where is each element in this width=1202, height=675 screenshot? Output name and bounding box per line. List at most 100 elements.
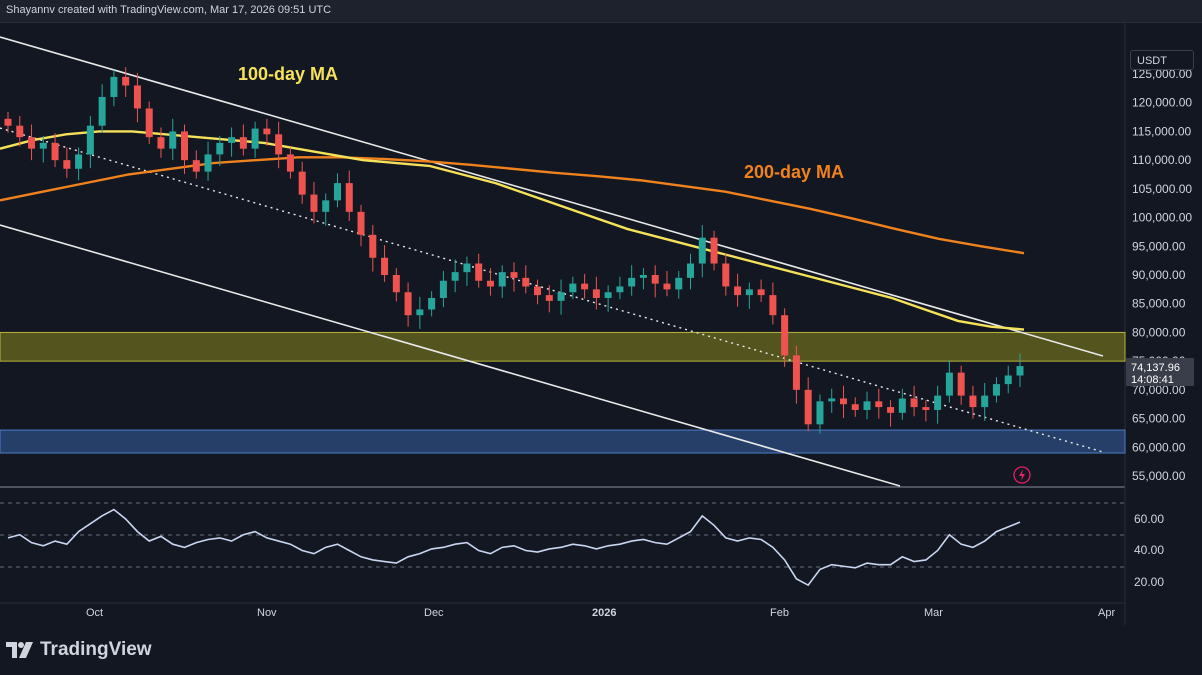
candle-bullish[interactable] [39,142,47,149]
candle-bearish[interactable] [510,272,518,278]
candle-bearish[interactable] [381,257,389,275]
candle-bearish[interactable] [887,407,895,413]
rsi-line[interactable] [7,508,1021,587]
candle-bullish[interactable] [945,372,953,396]
candle-bullish[interactable] [934,395,942,410]
candle-bullish[interactable] [687,263,695,278]
candle-bearish[interactable] [475,263,483,281]
candle-bearish[interactable] [122,76,130,86]
candle-bearish[interactable] [792,355,800,390]
candle-bearish[interactable] [522,277,530,287]
candle-bullish[interactable] [86,125,94,155]
candle-bullish[interactable] [228,137,236,143]
candle-bullish[interactable] [204,154,212,172]
price-axis[interactable]: 125,000.00 120,000.00 115,000.00 110,000.00… [1132,67,1192,483]
candle-bearish[interactable] [16,125,24,138]
candle-bullish[interactable] [992,384,1000,396]
candle-bearish[interactable] [392,275,400,293]
candle-bearish[interactable] [239,137,247,149]
candle-bullish[interactable] [745,289,753,296]
candle-bearish[interactable] [545,295,553,301]
candle-bullish[interactable] [416,309,424,316]
demand-zone[interactable] [0,429,1126,454]
candle-bearish[interactable] [263,128,271,135]
candle-bearish[interactable] [63,160,71,169]
candle-bearish[interactable] [663,283,671,290]
candle-bearish[interactable] [757,289,765,296]
candle-bullish[interactable] [463,263,471,273]
candle-bearish[interactable] [781,315,789,356]
candle-bearish[interactable] [133,85,141,109]
candle-bullish[interactable] [616,286,624,293]
candle-bearish[interactable] [275,134,283,155]
candle-bullish[interactable] [251,128,259,149]
candle-bearish[interactable] [875,401,883,408]
candle-bullish[interactable] [698,237,706,264]
candle-bearish[interactable] [839,398,847,405]
candle-bearish[interactable] [145,108,153,138]
candle-bullish[interactable] [557,292,565,301]
candle-bullish[interactable] [639,275,647,278]
candle-bearish[interactable] [181,131,189,161]
candle-bearish[interactable] [592,289,600,298]
candle-bearish[interactable] [734,286,742,296]
candle-bearish[interactable] [157,137,165,149]
price-chart[interactable]: 100-day MA 200-day MA 125,000.00 120,000.… [0,22,1202,625]
candle-bearish[interactable] [651,275,659,284]
candle-bullish[interactable] [1004,375,1012,385]
candle-bearish[interactable] [4,118,12,126]
candle-bullish[interactable] [110,76,118,97]
candle-bullish[interactable] [628,277,636,287]
candle-bearish[interactable] [922,407,930,410]
candle-bearish[interactable] [51,142,59,161]
chart-area[interactable]: 100-day MA 200-day MA 125,000.00 120,000.… [0,22,1202,625]
candle-bullish[interactable] [1016,366,1024,376]
candle-bullish[interactable] [333,183,341,201]
candle-bullish[interactable] [981,395,989,408]
ma200-line[interactable] [0,156,1025,255]
candle-bearish[interactable] [804,389,812,425]
candle-bearish[interactable] [298,171,306,195]
candle-bullish[interactable] [569,283,577,293]
candle-bullish[interactable] [98,96,106,126]
candle-bullish[interactable] [169,131,177,149]
candle-bearish[interactable] [369,234,377,258]
candle-bullish[interactable] [828,398,836,402]
candle-bearish[interactable] [192,160,200,172]
candle-bullish[interactable] [675,277,683,290]
candle-bearish[interactable] [534,286,542,296]
candle-bearish[interactable] [722,263,730,287]
candle-bullish[interactable] [322,200,330,212]
candle-bearish[interactable] [345,183,353,212]
candle-bearish[interactable] [851,404,859,410]
candle-bullish[interactable] [216,142,224,155]
candle-bearish[interactable] [310,194,318,212]
candle-bearish[interactable] [286,154,294,172]
candle-bearish[interactable] [957,372,965,396]
alert-lightning-icon[interactable] [1013,466,1031,484]
candle-bearish[interactable] [28,137,36,149]
candle-bullish[interactable] [428,297,436,310]
candle-bearish[interactable] [910,398,918,408]
candle-bearish[interactable] [357,211,365,235]
candle-bearish[interactable] [769,295,777,316]
candle-bullish[interactable] [439,280,447,298]
candle-bullish[interactable] [75,154,83,169]
candle-bearish[interactable] [710,237,718,264]
candle-bearish[interactable] [486,280,494,287]
candle-bearish[interactable] [404,292,412,316]
channel-upper-line[interactable] [0,36,1104,357]
candle-bullish[interactable] [451,272,459,281]
candles-group[interactable] [4,67,1024,434]
candle-bullish[interactable] [863,401,871,410]
candle-bearish[interactable] [581,283,589,290]
ma100-line[interactable] [0,130,1025,331]
currency-button[interactable]: USDT [1130,50,1194,70]
candle-bullish[interactable] [898,398,906,413]
tradingview-logo[interactable]: TradingView [6,639,152,661]
supply-zone[interactable] [0,331,1126,362]
candle-bearish[interactable] [969,395,977,408]
candle-bullish[interactable] [604,292,612,298]
channel-lower-line[interactable] [0,224,901,487]
candle-bullish[interactable] [498,272,506,287]
